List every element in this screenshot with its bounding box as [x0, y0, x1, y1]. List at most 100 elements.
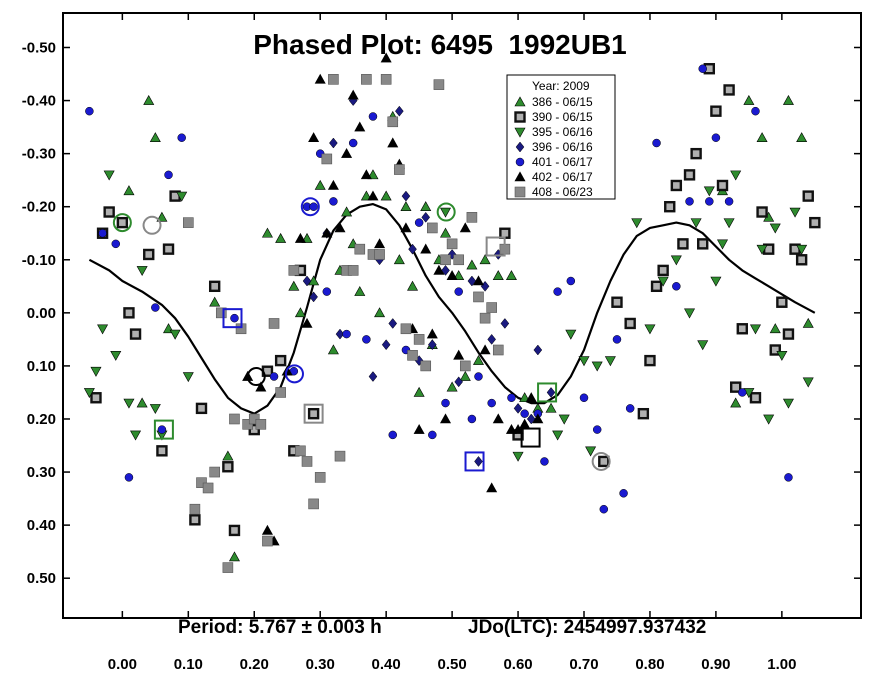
data-point-series-0 [400, 201, 412, 212]
data-point-series-6 [275, 387, 286, 398]
data-point-series-4 [474, 372, 483, 381]
data-point-series-2 [730, 170, 742, 181]
data-point-series-4 [566, 276, 576, 286]
data-point-series-4 [269, 372, 279, 381]
data-point-series-1 [222, 461, 234, 473]
data-point-series-2 [182, 372, 194, 383]
data-point-series-3 [381, 339, 391, 351]
data-point-series-3 [368, 371, 378, 382]
data-point-series-1 [657, 264, 669, 277]
data-point-series-0 [228, 551, 240, 562]
data-point-series-2 [763, 414, 775, 425]
data-point-series-6 [248, 413, 260, 425]
data-point-series-5 [426, 328, 438, 339]
data-point-series-1 [274, 354, 287, 367]
data-point-series-0 [393, 254, 405, 265]
data-point-series-2 [796, 244, 808, 255]
data-point-series-3 [474, 456, 483, 467]
data-point-series-6 [486, 302, 497, 313]
data-point-series-0 [545, 402, 557, 413]
data-point-series-4 [322, 287, 332, 296]
period-label: Period: 5.767 ± 0.003 h [178, 617, 382, 638]
axes: -0.50 -0.40 -0.30 -0.20 -0.10 0.00 0.10 0.20 0.3… [22, 13, 861, 673]
legend-entry-label: 396 - 06/16 [532, 140, 593, 154]
data-point-series-4 [599, 504, 609, 514]
data-point-series-5 [341, 148, 353, 158]
legend-box [506, 74, 616, 200]
data-point-series-1 [710, 105, 722, 117]
epoch-label: JDo(LTC): 2454997.937432 [468, 617, 706, 638]
data-point-series-2 [512, 451, 524, 462]
highlight-ring [246, 367, 266, 387]
data-point-series-2 [552, 430, 564, 441]
data-point-series-1 [782, 328, 795, 340]
legend-marker-series-0 [514, 96, 526, 107]
data-point-series-1 [670, 179, 683, 192]
data-point-series-5 [321, 227, 333, 238]
data-point-series-2 [585, 446, 597, 457]
legend-marker-series-1 [514, 111, 526, 123]
data-point-series-4 [553, 287, 562, 296]
data-point-series-0 [730, 397, 742, 408]
data-point-series-4 [724, 197, 734, 206]
data-point-series-6 [328, 74, 339, 85]
data-point-series-3 [454, 376, 464, 388]
data-point-series-2 [723, 218, 735, 229]
y-tick-label: 0.40 [27, 517, 56, 534]
data-point-series-2 [565, 329, 577, 340]
highlight-ring [485, 236, 506, 257]
data-point-series-2 [782, 398, 794, 409]
data-point-series-5 [486, 482, 498, 493]
data-point-series-6 [288, 265, 300, 276]
data-point-series-3 [533, 344, 543, 356]
data-point-series-1 [116, 216, 129, 229]
data-point-series-3 [329, 137, 338, 149]
data-point-series-6 [354, 243, 366, 255]
data-point-series-4 [711, 133, 721, 142]
highlight-ring [222, 308, 243, 329]
data-point-series-2 [97, 324, 109, 335]
data-point-series-6 [215, 307, 227, 319]
data-point-series-4 [579, 393, 589, 403]
y-tick-label: -0.30 [22, 146, 56, 163]
data-point-series-5 [472, 275, 484, 286]
data-point-series-2 [690, 218, 702, 229]
data-point-series-6 [394, 164, 405, 175]
data-point-series-0 [288, 280, 300, 291]
data-point-series-4 [454, 287, 463, 296]
data-point-series-3 [408, 243, 417, 255]
data-point-series-5 [347, 89, 359, 100]
data-point-series-2 [710, 276, 722, 287]
data-point-series-2 [604, 356, 616, 367]
data-point-series-1 [683, 169, 696, 181]
data-point-series-6 [189, 503, 201, 515]
data-point-series-6 [229, 413, 240, 425]
highlight-ring [142, 215, 162, 235]
data-point-series-0 [453, 270, 465, 280]
y-tick-label: -0.40 [22, 93, 56, 110]
data-point-series-2 [670, 255, 682, 266]
data-point-series-4 [672, 282, 681, 291]
data-point-series-6 [420, 360, 432, 372]
data-point-series-4 [738, 388, 747, 397]
plot-frame [62, 12, 862, 619]
data-point-series-0 [308, 275, 320, 286]
highlight-ring [153, 419, 174, 440]
data-point-series-3 [335, 328, 345, 340]
data-point-series-5 [525, 392, 537, 403]
y-tick-label: -0.50 [22, 39, 56, 56]
x-tick-label: 0.40 [372, 656, 401, 673]
data-point-series-0 [360, 190, 372, 201]
data-point-series-3 [309, 291, 318, 303]
data-point-series-1 [208, 280, 221, 293]
data-point-series-0 [413, 386, 425, 397]
data-point-series-2 [749, 324, 761, 335]
data-point-series-5 [453, 349, 465, 360]
data-point-series-1 [195, 402, 208, 415]
data-point-series-4 [230, 313, 239, 323]
data-point-series-2 [123, 398, 135, 409]
data-point-series-1 [123, 307, 135, 319]
data-point-series-5 [387, 137, 399, 148]
data-point-series-4 [705, 197, 714, 206]
legend-entry-label: 395 - 06/16 [532, 125, 593, 139]
